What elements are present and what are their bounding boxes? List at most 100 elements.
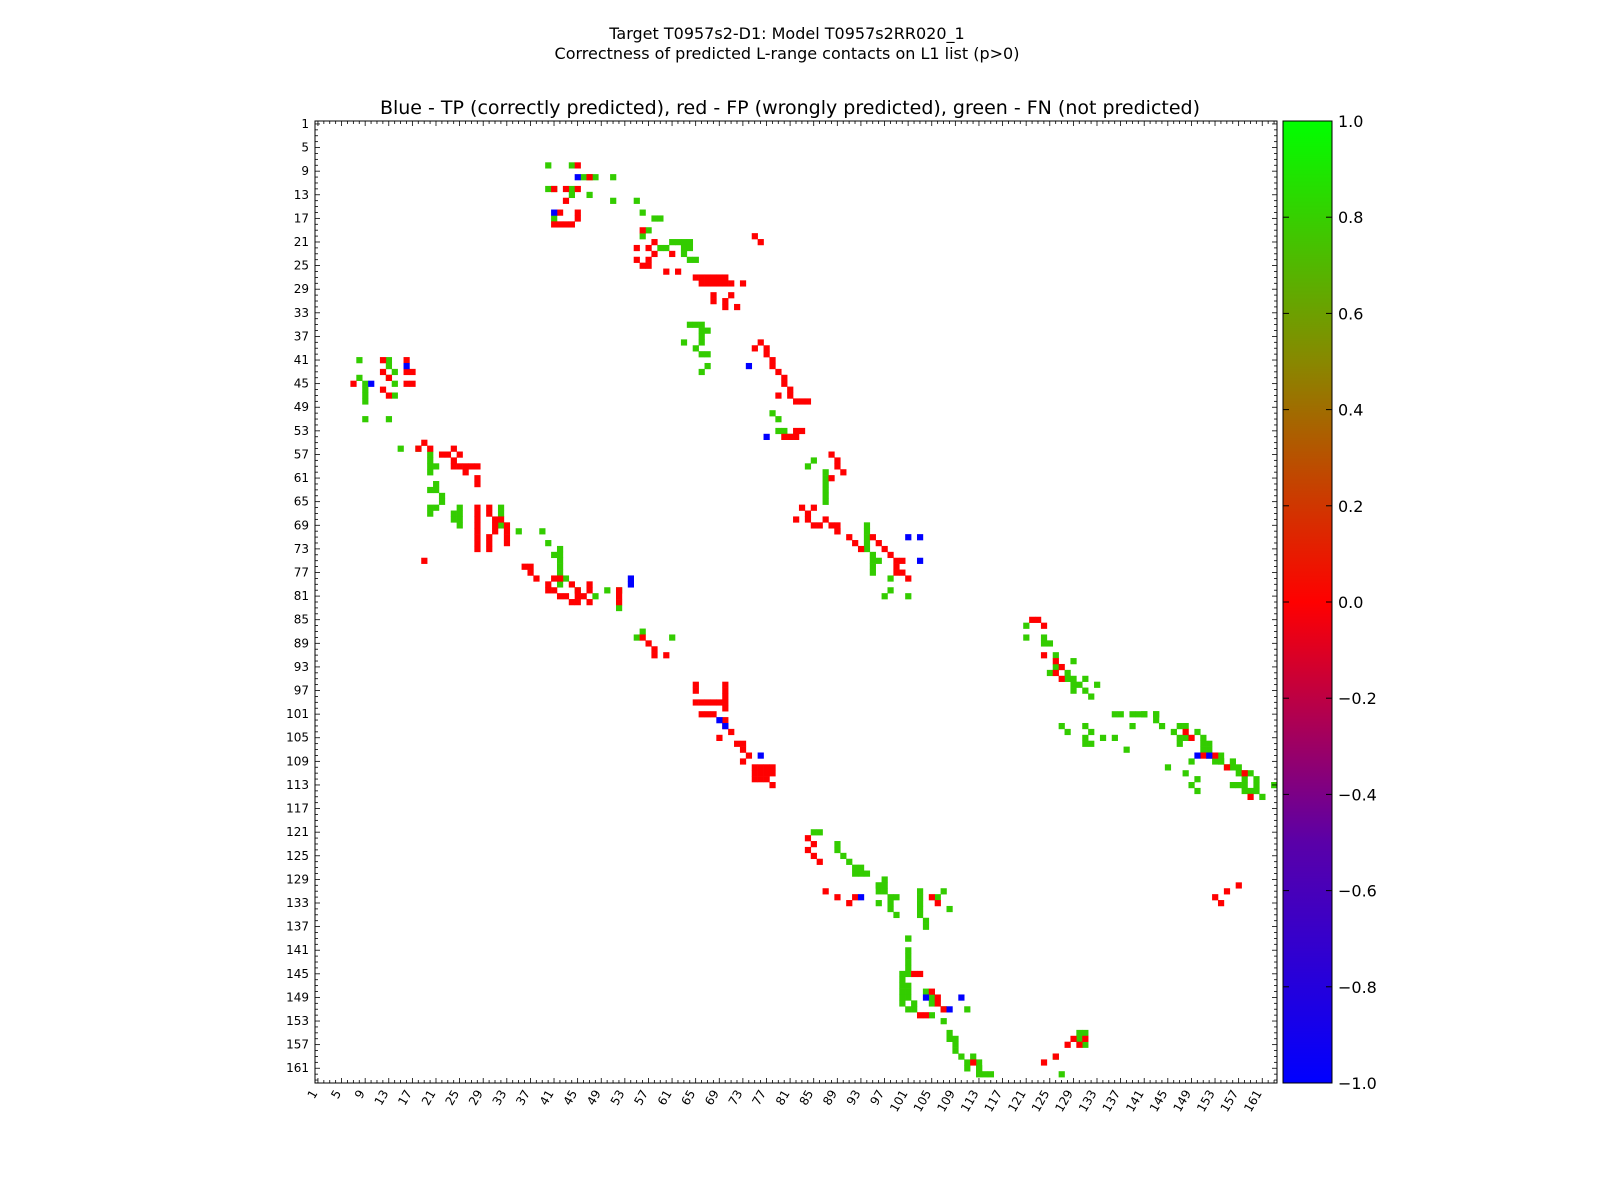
fn-contact-cell xyxy=(1135,711,1142,718)
y-tick-label: 9 xyxy=(301,164,309,178)
fp-contact-cell xyxy=(769,362,776,370)
fn-contact-cell xyxy=(887,900,894,907)
fn-contact-cell xyxy=(1229,764,1236,771)
x-tick-label: 37 xyxy=(513,1088,533,1108)
fp-contact-cell xyxy=(615,593,623,600)
fn-contact-cell xyxy=(893,911,900,919)
x-tick-label: 13 xyxy=(372,1088,392,1108)
fp-contact-cell xyxy=(427,445,434,452)
fp-contact-cell xyxy=(905,575,912,582)
fn-contact-cell xyxy=(875,888,882,895)
fp-contact-cell xyxy=(1223,764,1231,771)
fn-contact-cell xyxy=(680,239,688,246)
fn-contact-cell xyxy=(1182,770,1189,777)
fn-contact-cell xyxy=(438,498,446,505)
x-tick-label: 45 xyxy=(560,1088,580,1108)
fp-contact-cell xyxy=(409,368,416,376)
x-tick-label: 41 xyxy=(537,1088,557,1108)
fn-contact-cell xyxy=(562,575,570,582)
fp-contact-cell xyxy=(763,764,770,771)
fn-contact-cell xyxy=(669,239,676,246)
x-tick-label: 153 xyxy=(1194,1088,1218,1115)
x-tick-label: 105 xyxy=(911,1088,935,1115)
fp-contact-cell xyxy=(562,197,570,204)
fp-contact-cell xyxy=(651,239,658,246)
fp-contact-cell xyxy=(875,540,882,547)
fn-contact-cell xyxy=(686,244,694,252)
x-tick-label: 97 xyxy=(867,1088,887,1108)
fn-contact-cell xyxy=(515,528,522,535)
fn-contact-cell xyxy=(887,894,894,901)
x-tick-label: 9 xyxy=(352,1088,368,1102)
y-tick-label: 133 xyxy=(286,896,309,910)
fn-contact-cell xyxy=(822,498,829,505)
tp-contact-cell xyxy=(922,994,930,1001)
fn-contact-cell xyxy=(633,634,640,641)
fn-contact-cell xyxy=(1247,770,1254,777)
fp-contact-cell xyxy=(1058,675,1065,682)
fn-contact-cell xyxy=(556,551,564,559)
x-tick-label: 17 xyxy=(395,1088,415,1108)
x-tick-label: 113 xyxy=(958,1088,982,1115)
fp-contact-cell xyxy=(828,451,835,458)
fn-contact-cell xyxy=(427,486,434,494)
fn-contact-cell xyxy=(450,510,457,517)
fp-contact-cell xyxy=(798,504,806,511)
fn-contact-cell xyxy=(1082,675,1089,682)
fp-contact-cell xyxy=(474,540,481,547)
colorbar xyxy=(1282,120,1333,1084)
fn-contact-cell xyxy=(1023,634,1030,641)
x-tick-label: 101 xyxy=(887,1088,911,1115)
fp-contact-cell xyxy=(710,711,717,718)
fp-contact-cell xyxy=(804,510,812,517)
fn-contact-cell xyxy=(887,905,894,913)
fn-contact-cell xyxy=(356,374,363,381)
fn-contact-cell xyxy=(704,351,711,358)
fn-contact-cell xyxy=(928,994,935,1001)
fp-contact-cell xyxy=(775,392,782,399)
fp-contact-cell xyxy=(1223,888,1231,895)
colorbar-tick-label: 0.6 xyxy=(1338,304,1363,323)
fp-contact-cell xyxy=(739,280,747,287)
fp-contact-cell xyxy=(503,522,511,529)
fn-contact-cell xyxy=(680,250,688,258)
x-tick-label: 5 xyxy=(328,1088,344,1102)
fn-contact-cell xyxy=(1235,770,1242,777)
fp-contact-cell xyxy=(751,764,758,771)
fp-contact-cell xyxy=(893,569,900,576)
y-tick-label: 25 xyxy=(294,259,309,273)
fn-contact-cell xyxy=(810,829,817,836)
fp-contact-cell xyxy=(787,386,794,393)
fn-contact-cell xyxy=(928,1012,935,1019)
fn-contact-cell xyxy=(976,1071,983,1078)
fp-contact-cell xyxy=(645,262,652,269)
fn-contact-cell xyxy=(916,905,924,913)
fn-contact-cell xyxy=(970,1053,977,1060)
fp-contact-cell xyxy=(757,339,764,346)
x-tick-label: 133 xyxy=(1076,1088,1100,1115)
fp-contact-cell xyxy=(474,528,481,535)
fp-contact-cell xyxy=(574,587,581,594)
fp-contact-cell xyxy=(1070,1035,1077,1042)
fp-contact-cell xyxy=(574,209,581,216)
fn-contact-cell xyxy=(875,900,882,907)
fp-contact-cell xyxy=(698,274,705,281)
fp-contact-cell xyxy=(474,463,481,470)
x-tick-label: 33 xyxy=(490,1088,510,1108)
y-tick-label: 57 xyxy=(294,447,309,461)
fp-contact-cell xyxy=(639,227,646,234)
fn-contact-cell xyxy=(976,1065,983,1072)
fn-contact-cell xyxy=(545,185,552,193)
fp-contact-cell xyxy=(834,528,841,535)
y-tick-label: 69 xyxy=(294,518,309,532)
fp-contact-cell xyxy=(663,652,670,659)
fp-contact-cell xyxy=(716,699,723,706)
fn-contact-cell xyxy=(1194,776,1201,783)
colorbar-tick-label: 1.0 xyxy=(1338,112,1363,131)
fn-contact-cell xyxy=(946,905,953,913)
fn-contact-cell xyxy=(1082,1029,1089,1037)
x-tick-label: 25 xyxy=(442,1088,462,1108)
tp-contact-cell xyxy=(551,209,558,216)
fp-contact-cell xyxy=(450,445,457,452)
fp-contact-cell xyxy=(1029,616,1036,623)
